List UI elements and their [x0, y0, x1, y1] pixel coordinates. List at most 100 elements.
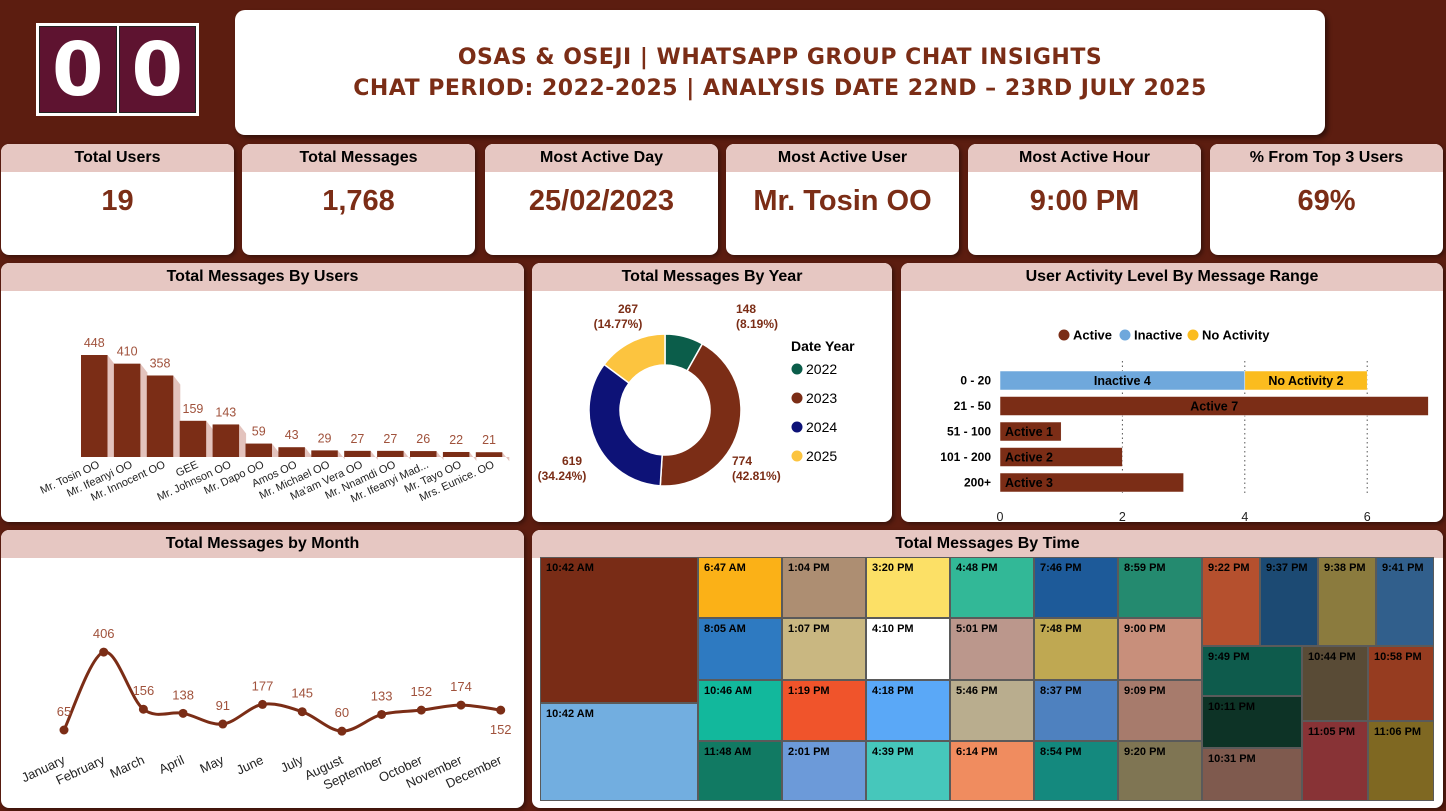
- bar-label: Active 1: [1005, 425, 1053, 439]
- bar: [179, 420, 207, 457]
- donut-slice: [588, 363, 663, 487]
- kpi-most-active-day: Most Active Day 25/02/2023: [485, 144, 718, 255]
- kpi-value: 19: [101, 185, 134, 217]
- treemap-cell: 4:39 PM: [866, 741, 950, 801]
- data-point: [99, 647, 109, 657]
- treemap-cell-label: 5:46 PM: [956, 685, 998, 697]
- treemap-cell-label: 9:09 PM: [1124, 685, 1166, 697]
- bar-shadow: [370, 450, 378, 460]
- treemap-cell-label: 9:41 PM: [1382, 562, 1424, 574]
- bar-label: Active 3: [1005, 476, 1053, 490]
- legend-label: 2024: [806, 419, 837, 435]
- x-tick-label: 2: [1119, 510, 1126, 522]
- treemap-cell: 11:06 PM: [1368, 721, 1434, 801]
- slice-pct-label: (14.77%): [594, 317, 643, 331]
- legend-title: Date Year: [791, 338, 855, 354]
- treemap-cell-label: 7:48 PM: [1040, 623, 1082, 635]
- activity-chart-card: User Activity Level By Message Range 0 2 4…: [901, 263, 1443, 522]
- bar: [377, 450, 404, 457]
- activity-chart-title: User Activity Level By Message Range: [901, 263, 1443, 291]
- kpi-value: 9:00 PM: [1029, 185, 1140, 217]
- data-label: 138: [172, 687, 194, 702]
- data-label: 177: [252, 678, 274, 693]
- treemap-cell: 7:48 PM: [1034, 618, 1118, 680]
- data-point: [416, 705, 426, 715]
- x-tick-label: 0: [997, 510, 1004, 522]
- treemap-cell: 6:47 AM: [698, 557, 782, 618]
- data-label: 65: [57, 704, 71, 719]
- month-chart-title: Total Messages by Month: [1, 530, 524, 558]
- data-point: [178, 708, 188, 718]
- data-label: 26: [416, 432, 430, 446]
- treemap-cell-label: 3:20 PM: [872, 562, 914, 574]
- treemap-cell: 8:54 PM: [1034, 741, 1118, 801]
- data-label: 43: [285, 428, 299, 442]
- treemap-cell-label: 10:46 AM: [704, 685, 752, 697]
- treemap-cell: 10:46 AM: [698, 680, 782, 741]
- data-point: [496, 705, 506, 715]
- title-banner: OSAS & OSEJI | WHATSAPP GROUP CHAT INSIG…: [235, 10, 1325, 135]
- page-subtitle: CHAT PERIOD: 2022-2025 | ANALYSIS DATE 2…: [353, 75, 1207, 101]
- slice-pct-label: (8.19%): [736, 317, 778, 331]
- x-tick-label: March: [108, 752, 147, 781]
- bar: [475, 452, 503, 457]
- treemap-cell: 10:42 AM: [540, 703, 698, 801]
- kpi-most-active-user: Most Active User Mr. Tosin OO: [726, 144, 959, 255]
- treemap-cell: 4:10 PM: [866, 618, 950, 680]
- bar: [212, 424, 240, 457]
- x-tick-label: April: [156, 752, 186, 777]
- treemap-cell: 5:01 PM: [950, 618, 1034, 680]
- kpi-value: 25/02/2023: [528, 185, 675, 217]
- series-line: [62, 650, 501, 733]
- treemap-cell: 6:14 PM: [950, 741, 1034, 801]
- kpi-total-users: Total Users 19: [1, 144, 234, 255]
- data-point: [218, 719, 228, 729]
- logo-digit-left: 0: [39, 26, 117, 113]
- bar-label: Active 2: [1005, 451, 1053, 465]
- treemap-cell: 1:19 PM: [782, 680, 866, 741]
- data-label: 27: [383, 432, 397, 446]
- treemap-cell-label: 10:42 AM: [546, 708, 594, 720]
- logo-digit-right: 0: [118, 26, 196, 113]
- treemap-cell: 9:41 PM: [1376, 557, 1434, 646]
- users-chart-title: Total Messages By Users: [1, 263, 524, 291]
- data-label: 145: [291, 686, 313, 701]
- data-label: 27: [350, 432, 364, 446]
- bar-shadow: [502, 452, 510, 462]
- treemap-cell-label: 8:59 PM: [1124, 562, 1166, 574]
- data-label: 406: [93, 626, 115, 641]
- treemap-cell: 9:22 PM: [1202, 557, 1260, 646]
- treemap-cell-label: 8:54 PM: [1040, 746, 1082, 758]
- bar-shadow: [337, 450, 345, 460]
- activity-bar-chart: 0 2 4 6 0 - 20 Inactive 4 No Activity 2 21 - 50…: [940, 328, 1429, 522]
- data-point: [258, 699, 267, 709]
- data-label: 60: [335, 705, 349, 720]
- treemap-cell: 9:49 PM: [1202, 646, 1302, 696]
- treemap-cell-label: 10:44 PM: [1308, 651, 1356, 663]
- treemap-cell: 3:20 PM: [866, 557, 950, 618]
- page-title: OSAS & OSEJI | WHATSAPP GROUP CHAT INSIG…: [457, 44, 1103, 70]
- legend-marker: [791, 392, 803, 404]
- treemap-cell-label: 4:10 PM: [872, 623, 914, 635]
- treemap-cell: 9:37 PM: [1260, 557, 1318, 646]
- data-label: 448: [84, 336, 105, 350]
- treemap-cell-label: 10:58 PM: [1374, 651, 1422, 663]
- bar: [442, 451, 470, 457]
- kpi-value: 69%: [1297, 185, 1356, 217]
- treemap-cell-label: 10:11 PM: [1208, 701, 1256, 713]
- bar-shadow: [436, 451, 444, 461]
- treemap-cell: 1:07 PM: [782, 618, 866, 680]
- bar-shadow: [403, 450, 411, 460]
- bar-segment: [999, 472, 1184, 493]
- data-point: [456, 700, 466, 710]
- data-label: 91: [216, 698, 230, 713]
- x-tick-label: May: [197, 752, 226, 776]
- treemap-cell: 11:48 AM: [698, 741, 782, 801]
- legend-label: 2023: [806, 390, 837, 406]
- treemap-cell: 2:01 PM: [782, 741, 866, 801]
- bar: [344, 450, 371, 457]
- treemap-cell-label: 9:22 PM: [1208, 562, 1250, 574]
- x-tick-label: 4: [1241, 510, 1248, 522]
- treemap-cell-label: 6:14 PM: [956, 746, 998, 758]
